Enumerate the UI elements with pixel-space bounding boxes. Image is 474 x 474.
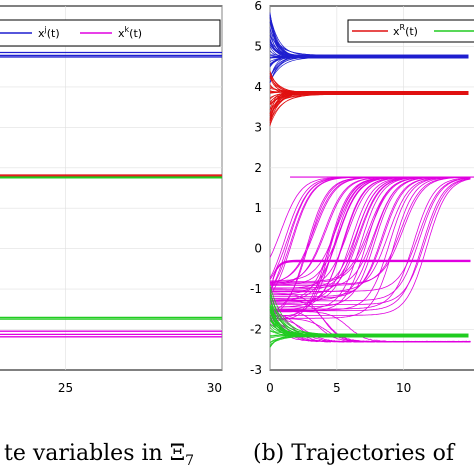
- left-grid: [0, 6, 223, 370]
- left-plot-frame: [0, 5, 223, 371]
- y-tick-label: 5: [254, 39, 262, 53]
- left-legend-label-j: xj(t): [38, 25, 60, 40]
- trajectory: [269, 90, 469, 94]
- trajectory: [269, 27, 469, 57]
- trajectory: [269, 91, 469, 119]
- y-tick-label: -2: [250, 323, 262, 337]
- trajectory: [269, 308, 469, 335]
- left-x-ticks: 202530: [58, 381, 222, 395]
- left-series-lines: [0, 51, 222, 338]
- trajectory: [270, 177, 471, 292]
- y-tick-label: 0: [254, 242, 262, 256]
- trajectory: [269, 335, 469, 345]
- caption-right: (b) Trajectories of: [253, 441, 456, 466]
- trajectory: [270, 178, 471, 316]
- right-legend-box: [347, 19, 474, 43]
- y-tick-label: 3: [254, 120, 262, 134]
- trajectory: [269, 55, 469, 80]
- trajectory: [269, 323, 469, 336]
- left-legend-label-k: xk(t): [118, 25, 142, 40]
- trajectory: [269, 261, 471, 298]
- right-series-lines: [269, 12, 474, 348]
- trajectory: [269, 319, 469, 337]
- right-legend: xR(t): [347, 19, 474, 43]
- trajectory: [270, 176, 471, 297]
- y-tick-label: 4: [254, 80, 262, 94]
- trajectory: [269, 57, 469, 67]
- x-tick-label: 5: [333, 381, 341, 395]
- right-legend-label-r: xR(t): [393, 23, 418, 38]
- y-tick-label: 2: [254, 161, 262, 175]
- caption-left: te variables in Ξ7: [4, 441, 194, 469]
- trajectory: [269, 35, 469, 56]
- x-tick-label: 30: [207, 381, 222, 395]
- trajectory: [269, 259, 471, 298]
- trajectory: [270, 176, 471, 319]
- right-x-ticks: 0 5 10: [266, 381, 411, 395]
- y-tick-label: 6: [254, 0, 262, 13]
- trajectory: [269, 260, 471, 298]
- x-tick-label: 10: [396, 381, 411, 395]
- x-tick-label: 0: [266, 381, 274, 395]
- y-tick-label: -3: [250, 363, 262, 377]
- trajectory: [269, 46, 469, 59]
- trajectory: [269, 93, 469, 105]
- y-tick-label: -1: [250, 282, 262, 296]
- trajectory: [270, 176, 471, 286]
- trajectory: [269, 307, 471, 343]
- y-tick-label: 1: [254, 201, 262, 215]
- trajectory: [270, 177, 471, 302]
- x-tick-label: 25: [58, 381, 73, 395]
- left-plot: 202530 xj(t) xk(t): [0, 5, 223, 395]
- trajectory: [269, 260, 471, 298]
- right-y-ticks: -3 -2 -1 0 1 2 3 4 5 6: [250, 0, 262, 377]
- trajectory: [270, 176, 471, 311]
- left-legend: xj(t) xk(t): [0, 19, 221, 47]
- right-plot: -3 -2 -1 0 1 2 3 4 5 6 0 5 10 xR(t): [250, 0, 474, 395]
